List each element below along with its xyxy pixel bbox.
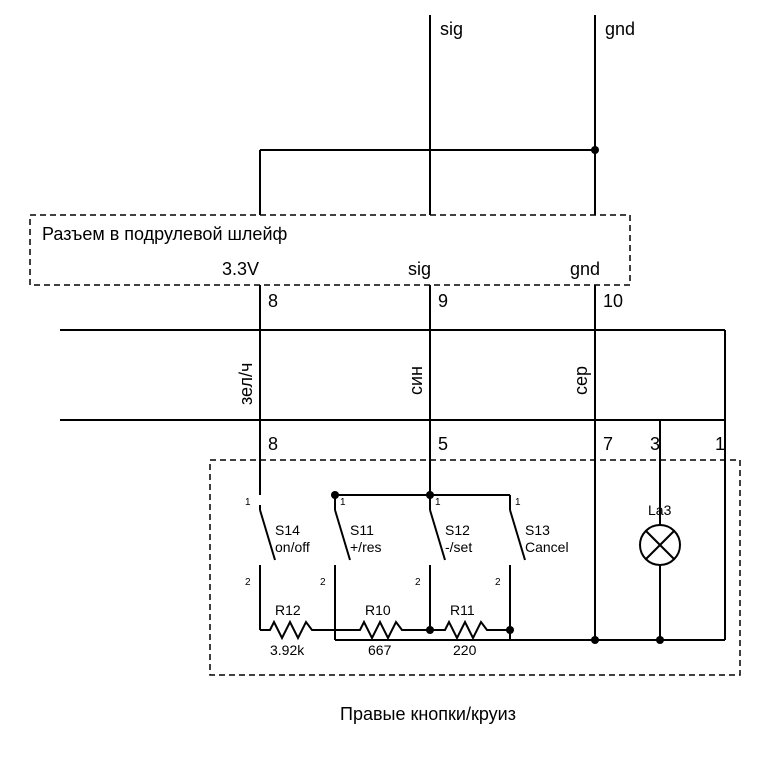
switch-s11: 1 S11 +/res 2 bbox=[320, 497, 382, 590]
r10-val: 667 bbox=[368, 642, 392, 658]
connector-sig: sig bbox=[408, 259, 431, 279]
pin-9-top: 9 bbox=[438, 291, 448, 311]
s13-ref: S13 bbox=[525, 522, 550, 538]
s11-ref: S11 bbox=[350, 522, 374, 538]
label-sig-top: sig bbox=[440, 19, 463, 39]
switch-s12: 1 S12 -/set 2 bbox=[415, 497, 472, 590]
pin-8-bottom: 8 bbox=[268, 434, 278, 454]
switch-s14: 1 S14 on/off 2 bbox=[245, 497, 310, 590]
label-gnd-top: gnd bbox=[605, 19, 635, 39]
s13-t1: 1 bbox=[515, 497, 521, 508]
wire-color-green: зел/ч bbox=[236, 363, 256, 405]
bottom-title: Правые кнопки/круиз bbox=[340, 704, 516, 724]
pin-7-bottom: 7 bbox=[603, 434, 613, 454]
s12-name: -/set bbox=[445, 539, 472, 555]
pin-8-top: 8 bbox=[268, 291, 278, 311]
resistor-r11: R11 220 bbox=[430, 602, 510, 658]
pin-3-bottom: 3 bbox=[650, 434, 660, 454]
s14-t1: 1 bbox=[245, 497, 251, 508]
s11-t1: 1 bbox=[340, 497, 346, 508]
connector-3v3: 3.3V bbox=[222, 259, 259, 279]
s14-name: on/off bbox=[275, 539, 310, 555]
connector-gnd: gnd bbox=[570, 259, 600, 279]
switch-s13: 1 S13 Cancel 2 bbox=[495, 497, 569, 590]
r12-val: 3.92k bbox=[270, 642, 305, 658]
s12-t1: 1 bbox=[435, 497, 441, 508]
lamp-la3: La3 bbox=[640, 502, 680, 565]
r11-ref: R11 bbox=[450, 602, 475, 618]
s13-t2: 2 bbox=[495, 577, 501, 588]
node-lamp-gnd bbox=[656, 636, 664, 644]
pin-1-bottom: 1 bbox=[715, 434, 725, 454]
r12-ref: R12 bbox=[275, 602, 301, 618]
wire-color-grey: сер bbox=[571, 366, 591, 395]
pin-10-top: 10 bbox=[603, 291, 623, 311]
s11-name: +/res bbox=[350, 539, 382, 555]
s14-t2: 2 bbox=[245, 577, 251, 588]
wire-color-blue: син bbox=[406, 366, 426, 395]
resistor-r10: R10 667 bbox=[335, 602, 430, 658]
pin-5-bottom: 5 bbox=[438, 434, 448, 454]
s14-ref: S14 bbox=[275, 522, 300, 538]
s12-ref: S12 bbox=[445, 522, 470, 538]
s11-t2: 2 bbox=[320, 577, 326, 588]
schematic-canvas: sig gnd Разъем в подрулевой шлейф 3.3V s… bbox=[0, 0, 779, 764]
s13-name: Cancel bbox=[525, 539, 569, 555]
r10-ref: R10 bbox=[365, 602, 391, 618]
resistor-r12: R12 3.92k bbox=[260, 602, 335, 658]
s12-t2: 2 bbox=[415, 577, 421, 588]
r11-val: 220 bbox=[453, 642, 477, 658]
connector-title: Разъем в подрулевой шлейф bbox=[42, 224, 288, 244]
la3-ref: La3 bbox=[648, 502, 672, 518]
